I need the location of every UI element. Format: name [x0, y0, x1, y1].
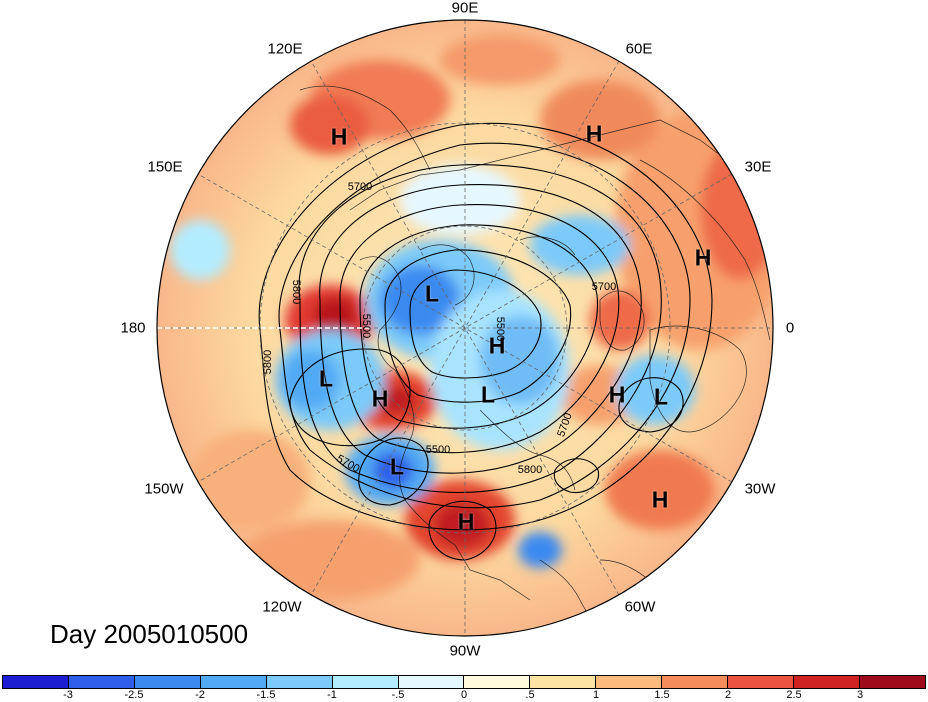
colorbar-swatch — [596, 676, 663, 688]
pressure-center-high: H — [457, 508, 475, 535]
contour-label: 5500 — [494, 316, 506, 342]
colorbar-tick-label: -2.5 — [124, 689, 144, 701]
lon-label-90w: 90W — [449, 642, 481, 660]
graticule — [157, 20, 773, 636]
colorbar-tick-label: -1 — [327, 689, 337, 701]
colorbar-tick-label: 3 — [856, 689, 864, 701]
pressure-center-high: H — [608, 381, 626, 408]
colorbar-swatch — [464, 676, 531, 688]
lon-label-90e: 90E — [451, 0, 479, 17]
colorbar-swatch — [794, 676, 860, 688]
colorbar-swatch — [68, 676, 135, 688]
contour-label: 5800 — [262, 349, 274, 375]
contour-label: 5800 — [517, 464, 543, 476]
pressure-center-high: H — [330, 123, 348, 150]
colorbar-tick-label: -3 — [63, 689, 73, 701]
colorbar-tick-label: .5 — [525, 689, 535, 701]
colorbar-tick-labels: -3 -2.5 -2 -1.5 -1 -.5 0 .5 1 1.5 2 2.5 3 — [0, 689, 928, 702]
pressure-center-high: H — [371, 385, 389, 412]
colorbar-tick-label: 2 — [724, 689, 732, 701]
colorbar-tick-label: -1.5 — [256, 689, 276, 701]
contour-label: 5700 — [591, 281, 617, 293]
colorbar-swatch — [859, 676, 925, 688]
lon-label-30e: 30E — [744, 158, 772, 176]
colorbar — [2, 675, 926, 689]
colorbar-tick-label: 2.5 — [786, 689, 802, 701]
colorbar-tick-label: -.5 — [391, 689, 405, 701]
colorbar-swatch — [134, 676, 201, 688]
pressure-center-low: L — [318, 365, 334, 392]
pressure-center-low: L — [389, 453, 405, 480]
colorbar-swatch — [398, 676, 465, 688]
colorbar-swatch — [662, 676, 729, 688]
lon-label-60w: 60W — [624, 598, 656, 616]
contour-label: 5500 — [360, 313, 372, 339]
map-boundary — [156, 19, 774, 637]
height-contours — [258, 122, 713, 561]
map-title: Day 2005010500 — [50, 619, 249, 649]
colorbar-swatch — [3, 676, 69, 688]
lon-label-150e: 150E — [147, 158, 183, 176]
pressure-center-high: H — [488, 332, 506, 359]
contour-label: 5700 — [347, 181, 373, 193]
colorbar-swatch — [728, 676, 795, 688]
colorbar-tick-label: 1.5 — [654, 689, 670, 701]
pressure-center-high: H — [694, 244, 712, 271]
contour-label: 5500 — [425, 444, 451, 456]
colorbar-swatch — [266, 676, 333, 688]
lon-label-120e: 120E — [267, 40, 303, 58]
lon-label-60e: 60E — [625, 40, 653, 58]
lon-label-120w: 120W — [262, 598, 302, 616]
pressure-center-low: L — [653, 383, 669, 410]
lon-label-180: 180 — [120, 319, 146, 337]
contour-label: 5800 — [290, 279, 302, 305]
lon-label-30w: 30W — [744, 480, 776, 498]
polar-stereographic-map — [156, 19, 774, 637]
colorbar-swatch — [332, 676, 399, 688]
pressure-center-high: H — [585, 120, 603, 147]
pressure-center-low: L — [424, 280, 440, 307]
pressure-center-low: L — [480, 381, 496, 408]
pressure-center-high: H — [651, 486, 669, 513]
colorbar-swatch — [530, 676, 597, 688]
colorbar-tick-label: -2 — [195, 689, 205, 701]
colorbar-tick-label: 0 — [460, 689, 468, 701]
lon-label-0: 0 — [785, 319, 795, 337]
lon-label-150w: 150W — [144, 480, 184, 498]
colorbar-swatch — [200, 676, 267, 688]
colorbar-tick-label: 1 — [592, 689, 600, 701]
